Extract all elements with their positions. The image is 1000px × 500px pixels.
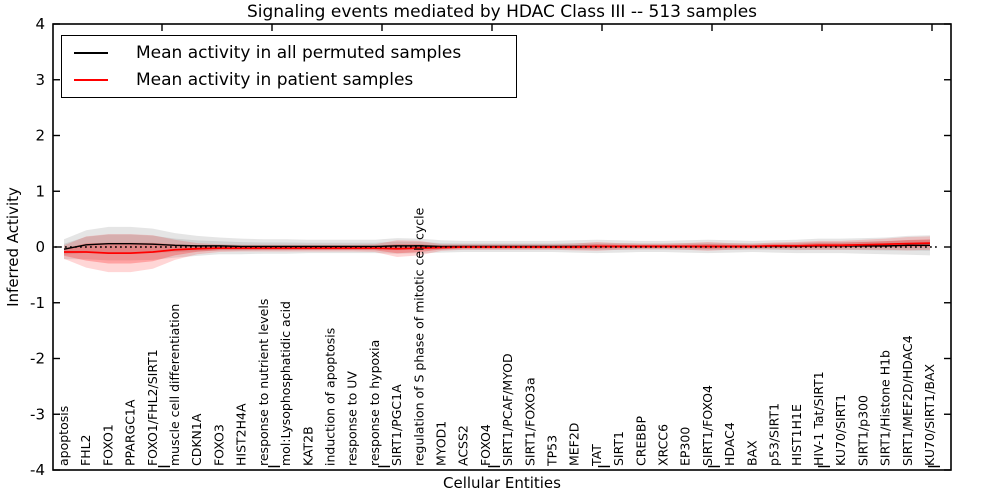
x-tick-label: response to hypoxia — [367, 340, 382, 466]
y-tick-label: 3 — [35, 71, 45, 89]
x-tick-label: KU70/SIRT1/BAX — [922, 364, 937, 466]
x-tick-label: KAT2B — [300, 426, 315, 466]
x-tick-label: SIRT1/FOXO3a — [522, 377, 537, 466]
x-tick-label: SIRT1/PCAF/MYOD — [500, 353, 515, 466]
x-tick-label: HDAC4 — [722, 422, 737, 466]
x-tick-label: apoptosis — [56, 406, 71, 466]
x-tick-label: SIRT1/p300 — [855, 395, 870, 466]
x-tick-label: response to nutrient levels — [256, 299, 271, 466]
patient-band-inner — [64, 239, 930, 264]
x-tick-label: SIRT1 — [611, 431, 626, 466]
x-tick-label: regulation of S phase of mitotic cell cy… — [411, 207, 426, 466]
x-tick-label: induction of apoptosis — [322, 328, 337, 466]
x-tick-label: response to UV — [345, 371, 360, 466]
y-tick-label: 1 — [35, 182, 45, 200]
legend-line-sample-patient — [74, 78, 108, 81]
x-tick-label: p53/SIRT1 — [767, 403, 782, 466]
x-tick-label: KU70/SIRT1 — [833, 394, 848, 466]
x-tick-label: SIRT1/Histone H1b — [878, 350, 893, 466]
x-tick-label: CDKN1A — [189, 413, 204, 466]
x-tick-label: FOXO1 — [100, 424, 115, 466]
y-tick-label: -1 — [30, 294, 45, 312]
x-tick-label: CREBBP — [633, 416, 648, 466]
x-tick-label: FOXO1/FHL2/SIRT1 — [145, 349, 160, 466]
patient-band-outer — [64, 234, 930, 273]
x-tick-label: MYOD1 — [433, 421, 448, 466]
x-tick-label: BAX — [744, 440, 759, 466]
x-tick-label: mol:Lysophosphatidic acid — [278, 301, 293, 466]
y-tick-label: -3 — [30, 405, 45, 423]
x-tick-label: ACSS2 — [456, 425, 471, 466]
x-tick-label: FHL2 — [78, 434, 93, 466]
legend-entry-patient: Mean activity in patient samples — [74, 67, 516, 93]
y-tick-label: 2 — [35, 127, 45, 145]
x-tick-label: HIST2H4A — [234, 403, 249, 466]
y-tick-label: -4 — [30, 461, 45, 479]
y-axis-title: Inferred Activity — [4, 187, 22, 307]
x-tick-label: SIRT1/MEF2D/HDAC4 — [900, 335, 915, 466]
permuted-band-inner — [64, 234, 930, 255]
legend-label-patient: Mean activity in patient samples — [136, 69, 414, 90]
y-tick-label: 0 — [35, 238, 45, 256]
legend-box: Mean activity in all permuted samples Me… — [61, 35, 517, 98]
x-tick-label: EP300 — [678, 427, 693, 466]
x-tick-label: HIV-1 Tat/SIRT1 — [811, 371, 826, 466]
x-axis-title: Cellular Entities — [443, 474, 561, 492]
legend-label-permuted: Mean activity in all permuted samples — [136, 43, 462, 64]
legend-entry-permuted: Mean activity in all permuted samples — [74, 40, 516, 66]
x-tick-label: TAT — [589, 444, 604, 467]
x-tick-label: XRCC6 — [656, 424, 671, 466]
x-tick-label: FOXO4 — [478, 424, 493, 466]
chart-title: Signaling events mediated by HDAC Class … — [246, 2, 758, 22]
x-tick-label: PPARGC1A — [123, 399, 138, 466]
permuted-band-outer — [64, 226, 930, 261]
x-tick-label: TP53 — [545, 435, 560, 467]
legend-line-sample-permuted — [74, 52, 108, 55]
y-tick-label: 4 — [35, 15, 45, 33]
x-tick-label: HIST1H1E — [789, 404, 804, 466]
patient-mean-line — [64, 242, 931, 255]
x-tick-label: SIRT1/FOXO4 — [700, 385, 715, 466]
x-tick-label: FOXO3 — [211, 424, 226, 466]
y-tick-label: -2 — [30, 350, 45, 368]
x-tick-label: SIRT1/PGC1A — [389, 384, 404, 466]
x-tick-label: muscle cell differentiation — [167, 304, 182, 466]
x-tick-label: MEF2D — [567, 423, 582, 466]
